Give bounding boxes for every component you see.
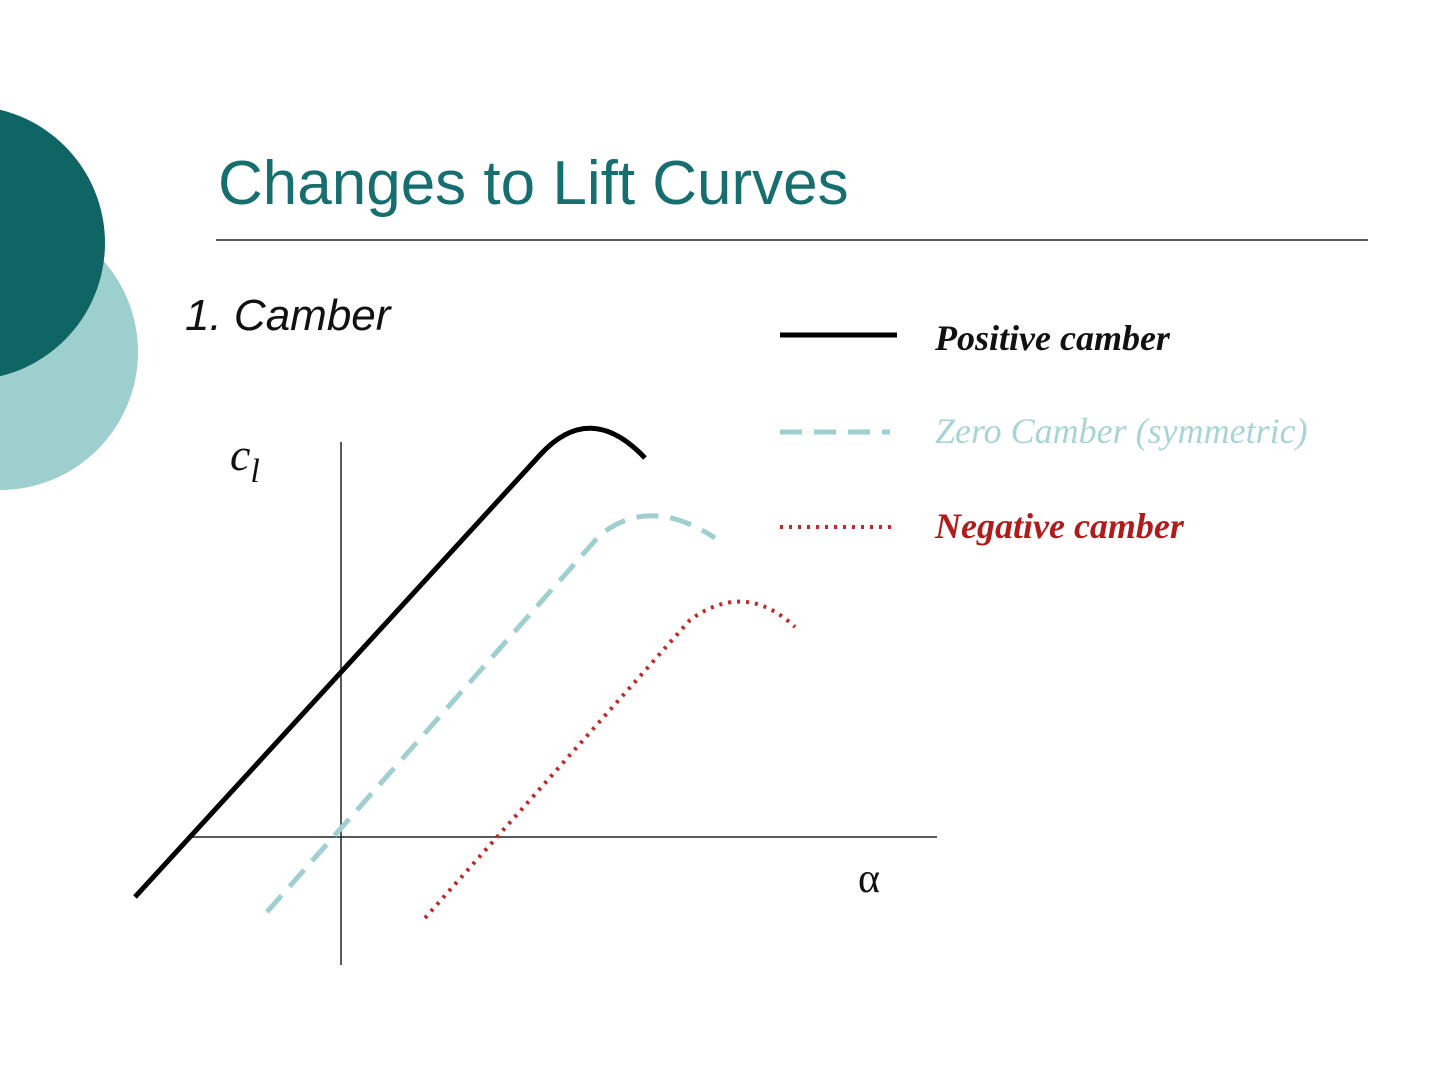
legend-label: Negative camber: [934, 506, 1185, 546]
positive-camber-curve: [133, 425, 647, 899]
y-label-subscript: l: [250, 453, 259, 490]
y-axis-label: cl: [230, 429, 260, 490]
subtitle: 1. Camber: [185, 291, 393, 340]
negative-camber-curve: [423, 599, 797, 920]
x-axis-label: α: [858, 856, 880, 902]
slide-title: Changes to Lift Curves: [218, 149, 849, 218]
legend-label: Positive camber: [934, 318, 1171, 358]
y-label-base: c: [230, 429, 250, 480]
decor-circle-dark: [0, 109, 105, 377]
legend-label: Zero Camber (symmetric): [935, 411, 1308, 451]
zero-camber-curve: [265, 513, 717, 914]
